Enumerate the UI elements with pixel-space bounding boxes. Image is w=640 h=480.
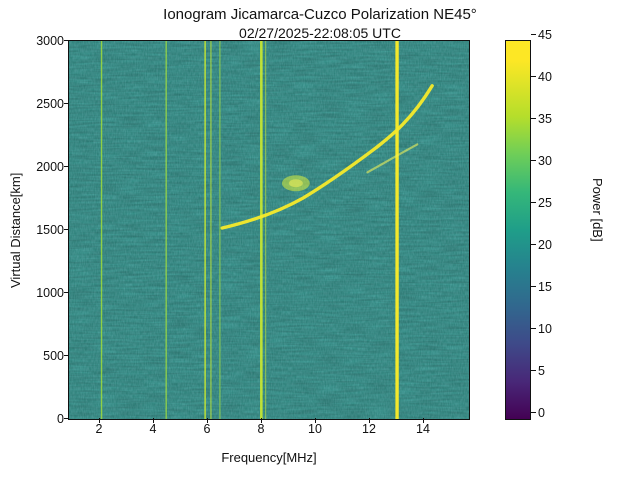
cb-tick-45: 45 [538, 28, 552, 42]
y-axis-label: Virtual Distance[km] [8, 110, 28, 350]
x-tick-14: 14 [416, 422, 430, 436]
cb-tick-35: 35 [538, 112, 552, 126]
y-tick-500: 500 [30, 349, 64, 363]
colorbar-label: Power [dB] [585, 130, 605, 290]
cb-tick-40: 40 [538, 70, 552, 84]
x-tick-6: 6 [204, 422, 211, 436]
cb-tick-30: 30 [538, 154, 552, 168]
cb-tick-25: 25 [538, 196, 552, 210]
x-tick-4: 4 [150, 422, 157, 436]
colorbar-gradient [505, 40, 531, 420]
x-tick-2: 2 [96, 422, 103, 436]
ionogram-heatmap[interactable] [68, 40, 470, 420]
x-tick-12: 12 [362, 422, 376, 436]
y-tick-0: 0 [30, 412, 64, 426]
cb-tick-10: 10 [538, 322, 552, 336]
colorbar[interactable] [505, 40, 531, 420]
x-axis-label: Frequency[MHz] [68, 450, 470, 465]
cb-tick-0: 0 [538, 406, 545, 420]
y-tick-1500: 1500 [30, 223, 64, 237]
x-tick-10: 10 [308, 422, 322, 436]
y-tick-3000: 3000 [30, 34, 64, 48]
echo-blob-core [289, 179, 303, 187]
ionogram-app: Ionogram Jicamarca-Cuzco Polarization NE… [0, 0, 640, 480]
y-tick-1000: 1000 [30, 286, 64, 300]
x-tick-8: 8 [258, 422, 265, 436]
cb-tick-15: 15 [538, 280, 552, 294]
y-tick-2500: 2500 [30, 97, 64, 111]
y-tick-2000: 2000 [30, 160, 64, 174]
cb-tick-5: 5 [538, 364, 545, 378]
cb-tick-20: 20 [538, 238, 552, 252]
